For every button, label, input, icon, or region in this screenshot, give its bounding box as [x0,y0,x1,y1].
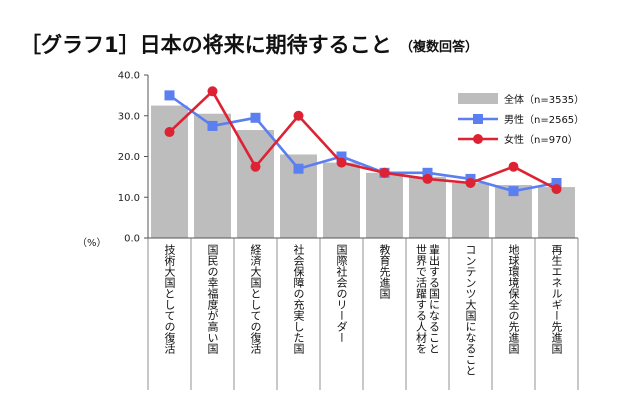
marker-female-8 [508,161,519,172]
marker-female-9 [551,184,562,195]
y-tick-label-3: 30.0 [118,111,140,122]
legend-label-2: 女性（n=970） [504,133,578,146]
legend-marker-female [473,134,483,144]
marker-female-3 [293,110,304,121]
category-label-1: 国民の幸福度が高い国 [206,244,219,355]
marker-female-6 [422,173,433,184]
marker-female-7 [465,177,476,188]
y-tick-label-0: 0.0 [124,234,140,245]
marker-male-6 [422,167,433,178]
marker-female-1 [207,86,218,97]
y-tick-labels: 0.0 10.0 20.0 30.0 40.0 [118,71,148,245]
y-tick-label-1: 10.0 [118,193,140,204]
category-label-3: 社会保障の充実した国 [292,243,305,355]
marker-female-0 [164,127,175,138]
marker-male-9 [551,177,562,188]
legend-marker-male [473,114,483,124]
marker-female-5 [379,167,390,178]
category-label-2: 経済大国としての復活 [249,244,262,355]
series-line-1 [168,90,558,191]
chart-title: ［グラフ1］日本の将来に期待すること [20,33,392,57]
legend-swatch-overall [458,93,498,104]
line-layer [164,86,562,197]
bar-overall-7 [452,182,489,238]
marker-male-8 [508,186,519,197]
legend-label-1: 男性（n=2565） [504,113,584,126]
legend: 全体（n=3535） 男性（n=2565） 女性（n=970） [458,93,584,146]
bar-overall-0 [151,105,188,238]
y-tick-label-2: 20.0 [118,152,140,163]
marker-male-4 [336,151,347,162]
marker-male-0 [164,90,175,101]
category-label-6-1: 世界で活躍する人材を [415,244,428,354]
bar-overall-1 [194,113,231,238]
category-label-7: コンテンツ大国になること [464,244,477,376]
category-labels: 技術大国としての復活 国民の幸福度が高い国 経済大国としての復活 社会保障の充実した国… [163,243,563,376]
marker-male-1 [207,120,218,131]
series-line-0 [168,94,557,193]
y-axis-unit: （%） [77,237,107,249]
category-label-9: 再生エネルギー先進国 [550,244,563,355]
category-label-4: 国際社会のリーダー [335,244,348,343]
legend-label-0: 全体（n=3535） [504,93,584,106]
bar-overall-2 [237,130,274,238]
marker-male-2 [250,112,261,123]
bar-overall-4 [323,162,360,238]
chart-subtitle: （複数回答） [400,39,478,55]
bar-overall-6 [409,176,446,238]
bar-overall-5 [366,172,403,238]
category-label-5: 教育先進国 [378,244,391,300]
category-label-8: 地球環境保全の先進国 [507,244,520,355]
y-tick-label-4: 40.0 [118,71,140,82]
marker-female-2 [250,161,261,172]
category-label-6-0: 輩出する国になること [428,243,441,354]
marker-female-4 [336,157,347,168]
category-label-0: 技術大国としての復活 [163,244,176,355]
marker-male-3 [293,163,304,174]
bar-overall-9 [538,187,575,238]
